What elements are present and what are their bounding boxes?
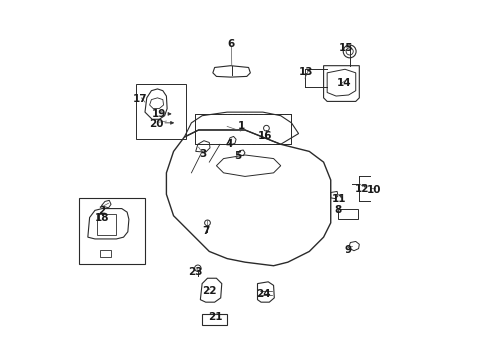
Text: 6: 6	[227, 39, 234, 49]
Text: 15: 15	[339, 43, 353, 53]
Text: 13: 13	[299, 67, 314, 77]
Bar	[195, 114, 292, 144]
Bar	[100, 249, 111, 257]
Text: 20: 20	[149, 118, 164, 129]
Bar	[97, 214, 117, 235]
Bar	[195, 114, 292, 144]
Bar	[79, 198, 145, 264]
Text: 5: 5	[234, 151, 242, 161]
Text: 8: 8	[334, 205, 342, 215]
Text: 1: 1	[238, 121, 245, 131]
Text: 3: 3	[199, 149, 206, 159]
Text: 18: 18	[95, 213, 109, 223]
Text: 12: 12	[355, 184, 369, 194]
Text: 4: 4	[225, 139, 233, 149]
Bar	[202, 314, 227, 325]
Text: 21: 21	[208, 312, 223, 322]
Text: 9: 9	[344, 245, 351, 255]
Text: 17: 17	[133, 94, 147, 104]
Text: 14: 14	[337, 78, 352, 88]
Bar	[136, 84, 186, 139]
Text: 24: 24	[256, 289, 271, 298]
Text: 16: 16	[258, 131, 272, 141]
Text: 23: 23	[188, 267, 202, 277]
Text: 7: 7	[202, 226, 209, 236]
Text: 22: 22	[202, 287, 217, 296]
Text: 11: 11	[331, 194, 346, 203]
Text: 19: 19	[151, 109, 166, 119]
Bar	[338, 208, 358, 219]
Text: 2: 2	[98, 206, 106, 216]
Text: 10: 10	[367, 185, 382, 195]
